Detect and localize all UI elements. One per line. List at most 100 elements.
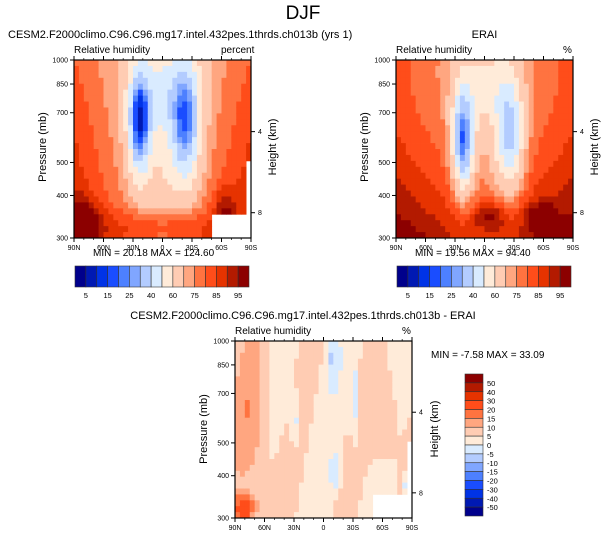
- field-cell: [269, 358, 275, 365]
- field-cell: [425, 101, 431, 108]
- field-cell: [206, 101, 213, 108]
- field-cell: [420, 178, 426, 185]
- field-cell: [274, 341, 280, 348]
- field-cell: [474, 101, 480, 108]
- field-cell: [211, 178, 217, 185]
- field-cell: [464, 71, 471, 79]
- field-cell: [533, 226, 539, 233]
- field-cell: [318, 423, 324, 430]
- field-cell: [93, 154, 99, 162]
- field-cell: [259, 494, 265, 501]
- colorbar-segment: [527, 265, 539, 288]
- field-cell: [474, 208, 480, 215]
- field-cell: [402, 411, 408, 419]
- field-cell: [192, 184, 198, 191]
- colorbar-segment: [407, 265, 420, 288]
- field-cell: [196, 125, 203, 132]
- field-cell: [187, 137, 193, 144]
- field-cell: [108, 184, 114, 191]
- field-cell: [353, 476, 359, 483]
- field-cell: [357, 470, 364, 478]
- field-cell: [430, 202, 436, 209]
- field-cell: [264, 429, 270, 436]
- field-cell: [211, 137, 217, 144]
- field-cell: [318, 346, 324, 354]
- field-cell: [113, 160, 119, 168]
- field-cell: [128, 95, 134, 102]
- field-cell: [157, 202, 163, 209]
- field-cell: [313, 388, 319, 395]
- field-cell: [128, 149, 134, 156]
- colorbar-segment: [85, 265, 98, 288]
- field-cell: [523, 166, 530, 174]
- field-cell: [558, 154, 564, 162]
- field-cell: [74, 202, 80, 209]
- field-cell: [182, 89, 188, 96]
- field-cell: [284, 341, 290, 348]
- field-cell: [509, 214, 515, 221]
- field-cell: [118, 154, 124, 162]
- field-cell: [469, 184, 476, 191]
- field-cell: [323, 341, 329, 348]
- field-cell: [216, 184, 222, 191]
- field-cell: [216, 166, 222, 174]
- field-cell: [123, 95, 129, 102]
- field-cell: [264, 423, 270, 430]
- field-cell: [137, 184, 144, 191]
- field-cell: [333, 417, 339, 424]
- field-cell: [172, 71, 178, 79]
- field-cell: [523, 178, 530, 185]
- field-cell: [226, 107, 232, 114]
- field-cell: [328, 459, 334, 466]
- field-cell: [226, 137, 232, 144]
- field-cell: [264, 482, 270, 489]
- field-cell: [518, 71, 525, 79]
- field-cell: [518, 77, 525, 85]
- field-cell: [78, 202, 85, 209]
- field-cell: [274, 417, 280, 424]
- field-cell: [249, 447, 256, 454]
- field-cell: [142, 166, 149, 174]
- field-cell: [162, 202, 168, 209]
- field-cell: [284, 346, 290, 354]
- field-cell: [241, 208, 247, 215]
- field-cell: [152, 184, 158, 191]
- field-cell: [98, 190, 104, 197]
- field-cell: [410, 202, 417, 209]
- field-cell: [455, 89, 461, 96]
- field-cell: [235, 441, 241, 448]
- field-cell: [201, 172, 208, 180]
- field-cell: [440, 184, 446, 191]
- field-cell: [338, 346, 344, 354]
- field-cell: [279, 370, 285, 377]
- field-cell: [563, 178, 569, 185]
- field-cell: [479, 77, 485, 85]
- field-cell: [396, 131, 402, 138]
- field-cell: [93, 149, 99, 156]
- field-cell: [514, 77, 520, 85]
- field-cell: [459, 65, 466, 73]
- field-cell: [459, 95, 466, 102]
- field-cell: [142, 143, 149, 150]
- field-cell: [308, 506, 315, 513]
- field-cell: [113, 101, 119, 108]
- field-cell: [182, 184, 188, 191]
- field-cell: [162, 208, 168, 215]
- field-cell: [226, 178, 232, 185]
- field-cell: [303, 423, 310, 430]
- field-cell: [538, 190, 544, 197]
- field-cell: [499, 190, 505, 197]
- field-cell: [357, 447, 364, 454]
- field-cell: [372, 394, 378, 401]
- field-cell: [226, 119, 232, 126]
- field-cell: [514, 226, 520, 233]
- field-cell: [348, 476, 354, 483]
- field-cell: [459, 184, 466, 191]
- field-cell: [274, 506, 280, 513]
- field-cell: [303, 470, 310, 478]
- field-cell: [196, 95, 203, 102]
- field-cell: [259, 388, 265, 395]
- field-cell: [445, 202, 451, 209]
- field-cell: [303, 500, 310, 507]
- field-cell: [450, 65, 456, 73]
